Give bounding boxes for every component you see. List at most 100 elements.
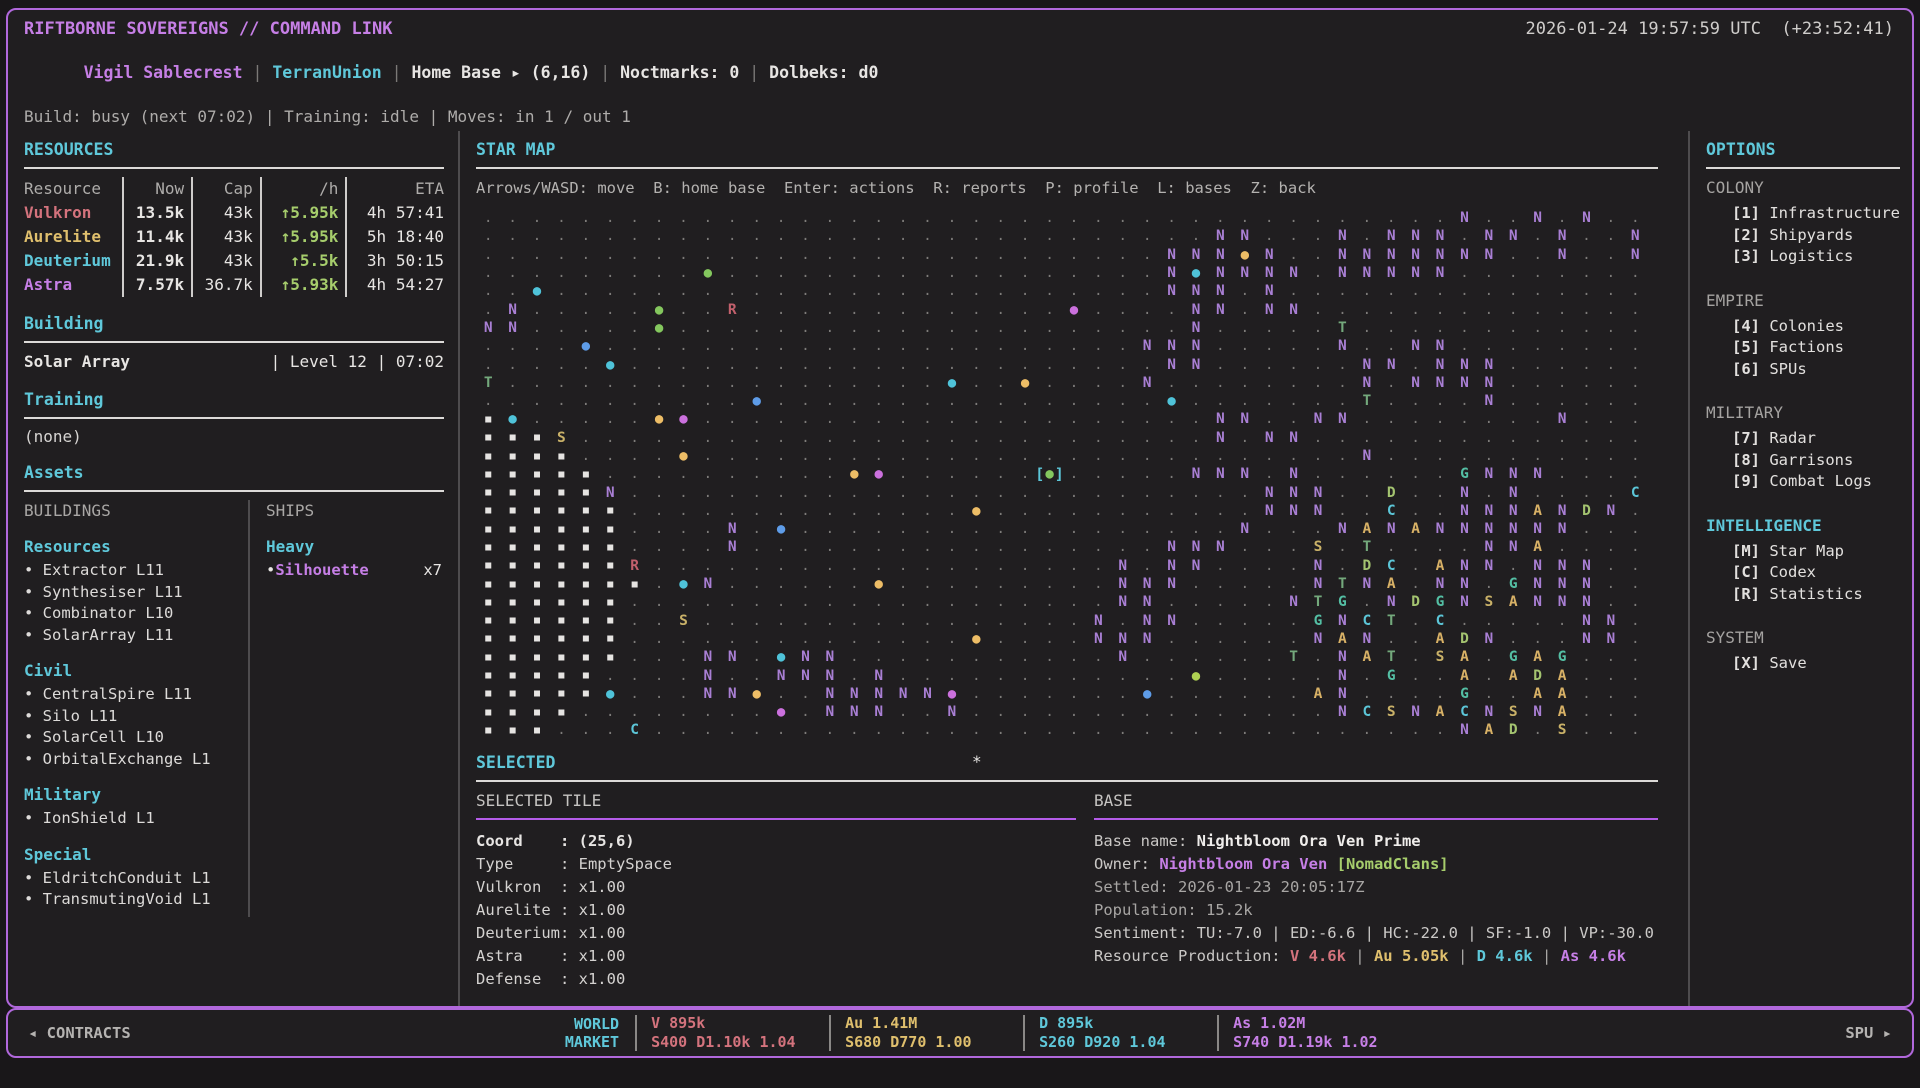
map-tile-empty[interactable]: . xyxy=(1582,704,1591,721)
map-tile-empty[interactable]: . xyxy=(557,301,566,318)
map-tile-empty[interactable]: . xyxy=(850,246,859,263)
map-tile-base[interactable]: N xyxy=(1582,612,1591,629)
map-tile-empty[interactable]: . xyxy=(1435,667,1445,684)
map-tile-empty[interactable]: . xyxy=(1216,722,1225,739)
map-tile-base[interactable]: N xyxy=(1411,246,1420,263)
map-tile-empty[interactable]: . xyxy=(947,301,957,318)
map-tile-empty[interactable]: . xyxy=(1484,429,1494,446)
map-tile-empty[interactable]: . xyxy=(1020,411,1030,428)
map-tile-empty[interactable]: . xyxy=(850,521,859,538)
map-tile-empty[interactable]: . xyxy=(557,356,566,373)
map-tile-base[interactable]: N xyxy=(1216,429,1225,446)
map-tile-empty[interactable]: . xyxy=(1240,448,1250,464)
map-tile-empty[interactable]: . xyxy=(1069,612,1079,629)
map-tile-empty[interactable]: . xyxy=(1582,539,1591,556)
map-tile-empty[interactable]: . xyxy=(776,484,786,501)
map-tile-empty[interactable]: . xyxy=(972,356,981,373)
map-tile-empty[interactable]: . xyxy=(850,319,859,336)
map-tile-empty[interactable]: . xyxy=(703,630,713,647)
map-tile-empty[interactable]: . xyxy=(1411,429,1420,446)
map-tile-empty[interactable]: . xyxy=(1264,539,1274,556)
map-tile-empty[interactable]: . xyxy=(1606,301,1616,318)
map-tile-empty[interactable]: . xyxy=(1020,630,1030,647)
map-tile-square[interactable]: ■ xyxy=(485,578,492,590)
map-tile-empty[interactable]: . xyxy=(1313,301,1323,318)
map-tile-square[interactable]: ■ xyxy=(509,560,516,572)
map-tile-empty[interactable]: . xyxy=(1094,374,1103,391)
map-tile-empty[interactable]: . xyxy=(874,448,883,464)
map-tile-empty[interactable]: . xyxy=(825,502,835,519)
map-tile-empty[interactable]: . xyxy=(825,576,835,593)
map-tile-empty[interactable]: . xyxy=(1557,319,1567,336)
map-tile-base[interactable]: N xyxy=(727,685,737,702)
map-tile-base[interactable]: N xyxy=(1484,374,1494,391)
map-tile-empty[interactable]: . xyxy=(874,393,883,410)
map-tile-empty[interactable]: . xyxy=(1557,301,1567,318)
map-tile-empty[interactable]: . xyxy=(483,301,493,318)
map-tile-base[interactable]: N xyxy=(1460,246,1469,263)
map-tile-empty[interactable]: . xyxy=(654,448,664,464)
map-tile-empty[interactable]: . xyxy=(752,704,761,721)
map-tile-empty[interactable]: . xyxy=(1362,594,1372,611)
map-tile-empty[interactable]: . xyxy=(679,338,688,355)
map-tile-empty[interactable]: . xyxy=(1240,374,1250,391)
map-tile-square[interactable]: ■ xyxy=(558,615,565,627)
map-tile-base[interactable]: N xyxy=(1118,576,1128,593)
map-tile-empty[interactable]: . xyxy=(923,228,932,245)
map-tile-base[interactable]: N xyxy=(1289,502,1298,519)
map-tile-empty[interactable]: . xyxy=(1240,630,1250,647)
map-tile-empty[interactable]: . xyxy=(1509,338,1518,355)
map-tile-empty[interactable]: . xyxy=(1435,685,1445,702)
map-tile-base[interactable]: N xyxy=(1533,521,1543,538)
map-tile-empty[interactable]: . xyxy=(996,429,1005,446)
map-tile-square[interactable]: ■ xyxy=(582,505,589,517)
map-tile-empty[interactable]: . xyxy=(532,393,542,410)
map-tile-square[interactable]: ■ xyxy=(582,651,589,663)
map-tile-empty[interactable]: . xyxy=(1069,704,1079,721)
map-tile-empty[interactable]: . xyxy=(1533,612,1542,629)
map-tile-empty[interactable]: . xyxy=(752,448,761,464)
map-tile-empty[interactable]: . xyxy=(1094,319,1103,336)
map-tile-base[interactable]: N xyxy=(1240,466,1250,483)
map-tile-empty[interactable]: . xyxy=(1020,685,1030,702)
map-tile-base[interactable]: A xyxy=(1386,576,1396,593)
map-tile-empty[interactable]: . xyxy=(679,685,688,702)
map-tile-empty[interactable]: . xyxy=(923,667,932,684)
map-tile-empty[interactable]: . xyxy=(654,484,664,501)
map-tile-empty[interactable]: . xyxy=(679,210,688,227)
map-tile-empty[interactable]: . xyxy=(1557,374,1567,391)
map-tile-empty[interactable]: . xyxy=(1094,246,1103,263)
map-tile-base[interactable]: A xyxy=(1460,667,1469,684)
map-tile-base[interactable]: N xyxy=(508,319,517,336)
map-tile-base[interactable]: N xyxy=(1167,539,1176,556)
map-tile-empty[interactable]: . xyxy=(1045,704,1054,721)
map-tile-base[interactable]: N xyxy=(1386,521,1396,538)
map-tile-empty[interactable]: . xyxy=(532,301,542,318)
map-tile-empty[interactable]: . xyxy=(1142,228,1152,245)
map-tile-empty[interactable]: . xyxy=(874,319,883,336)
map-tile-empty[interactable]: . xyxy=(776,539,786,556)
menu-item-codex[interactable]: [C] Codex xyxy=(1732,563,1816,581)
map-tile-square[interactable]: ■ xyxy=(485,468,492,480)
map-tile-empty[interactable]: . xyxy=(1533,301,1542,318)
map-tile-empty[interactable]: . xyxy=(923,576,932,593)
map-tile-empty[interactable]: . xyxy=(850,649,859,666)
map-tile-empty[interactable]: . xyxy=(801,228,810,245)
map-tile-empty[interactable]: . xyxy=(776,630,786,647)
map-tile-empty[interactable]: . xyxy=(947,429,957,446)
map-tile-empty[interactable]: . xyxy=(1582,338,1591,355)
map-tile-empty[interactable]: . xyxy=(703,393,713,410)
map-tile-base[interactable]: N xyxy=(1142,338,1152,355)
map-tile-base[interactable]: N xyxy=(1484,557,1494,574)
map-tile-empty[interactable]: . xyxy=(1020,338,1030,355)
map-tile-empty[interactable]: . xyxy=(752,466,761,483)
map-tile-empty[interactable]: . xyxy=(1533,356,1542,373)
map-tile-empty[interactable]: . xyxy=(801,521,810,538)
map-tile-empty[interactable]: . xyxy=(1094,649,1103,666)
map-tile-base[interactable]: N xyxy=(1606,612,1616,629)
map-tile-empty[interactable]: . xyxy=(1069,539,1079,556)
map-tile-base[interactable]: S xyxy=(1313,539,1323,556)
map-tile-empty[interactable]: . xyxy=(752,667,761,684)
map-tile-empty[interactable]: . xyxy=(606,246,615,263)
map-tile-empty[interactable]: . xyxy=(532,210,542,227)
